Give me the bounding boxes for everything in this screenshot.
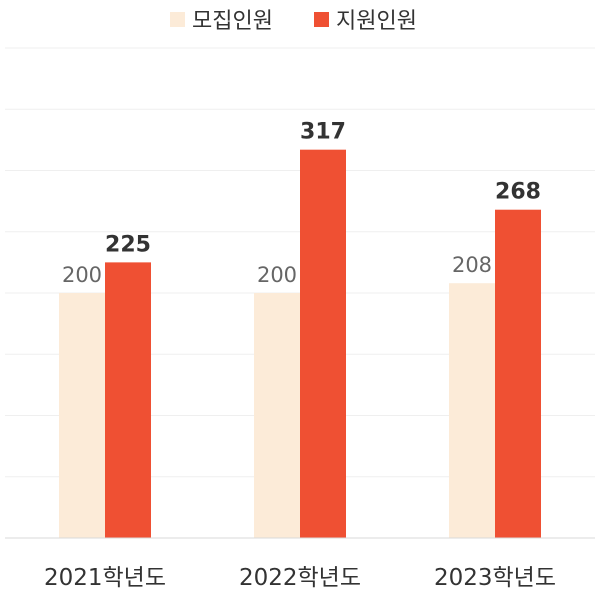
data-label-series-0-cat-0: 200 — [62, 263, 102, 287]
bar-series-0-cat-1 — [254, 293, 300, 538]
legend: 모집인원 지원인원 — [170, 9, 417, 34]
legend-swatch-series-0 — [170, 12, 185, 27]
legend-swatch-series-1 — [314, 12, 329, 27]
bar-series-1-cat-0 — [105, 262, 151, 538]
bar-series-1-cat-2 — [495, 209, 541, 538]
bar-series-1-cat-1 — [300, 149, 346, 539]
x-axis-ticks: 2021학년도 2022학년도 2023학년도 — [44, 565, 556, 591]
x-tick-label: 2023학년도 — [434, 565, 556, 591]
data-label-series-1-cat-1: 317 — [300, 120, 346, 145]
legend-label-series-1: 지원인원 — [336, 9, 417, 34]
legend-label-series-0: 모집인원 — [192, 9, 273, 34]
bar-series-0-cat-2 — [449, 283, 495, 538]
x-tick-label: 2022학년도 — [239, 565, 361, 591]
x-tick-label: 2021학년도 — [44, 565, 166, 591]
data-label-series-1-cat-2: 268 — [495, 180, 541, 205]
data-label-series-0-cat-2: 208 — [452, 253, 492, 277]
data-label-series-1-cat-0: 225 — [105, 232, 151, 257]
bars — [59, 149, 541, 539]
data-label-series-0-cat-1: 200 — [257, 263, 297, 287]
bar-series-0-cat-0 — [59, 293, 105, 538]
